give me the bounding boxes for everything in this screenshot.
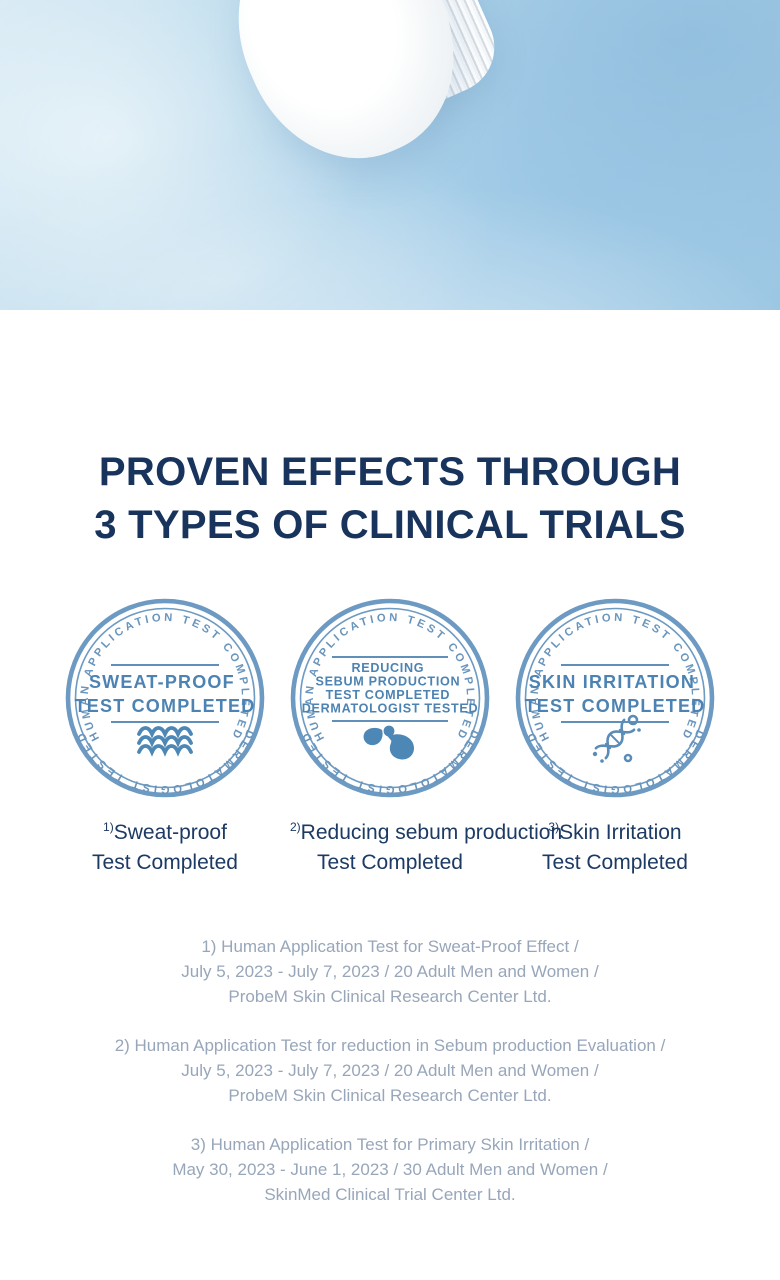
footnote-line: ProbeM Skin Clinical Research Center Ltd…: [228, 987, 552, 1006]
footnote-item-1: 1) Human Application Test for Sweat-Proo…: [0, 934, 780, 1009]
footnote-item-2: 2) Human Application Test for reduction …: [0, 1033, 780, 1108]
footnote-item-3: 3) Human Application Test for Primary Sk…: [0, 1132, 780, 1207]
section-title: PROVEN EFFECTS THROUGH 3 TYPES OF CLINIC…: [0, 446, 780, 552]
footnotes: 1) Human Application Test for Sweat-Proo…: [0, 934, 780, 1207]
badge-title: SWEAT-PROOF TEST COMPLETED: [75, 672, 256, 716]
badge-title: SKIN IRRITATION TEST COMPLETED: [525, 672, 706, 716]
label-line-1: 1)Sweat-proof: [103, 820, 227, 844]
footnote-line: May 30, 2023 - June 1, 2023 / 30 Adult M…: [172, 1160, 608, 1179]
waves-icon: [137, 726, 193, 757]
footnote-line: July 5, 2023 - July 7, 2023 / 20 Adult M…: [181, 962, 599, 981]
dna-icon: [592, 714, 641, 763]
badge-sebum-production: HUMAN APPLICATION TEST COMPLETED DERMATO…: [290, 598, 490, 798]
footnote-line: SkinMed Clinical Trial Center Ltd.: [264, 1185, 516, 1204]
badge-labels-row: 1)Sweat-proof Test Completed 2)Reducing …: [0, 818, 780, 878]
badge-label-sebum-production: 2)Reducing sebum production Test Complet…: [290, 818, 563, 878]
badge-sweat-proof: HUMAN APPLICATION TEST COMPLETED DERMATO…: [65, 598, 265, 798]
label-superscript: 3): [548, 820, 560, 834]
footnote-line: 2) Human Application Test for reduction …: [114, 1036, 666, 1055]
badge-skin-irritation: HUMAN APPLICATION TEST COMPLETED DERMATO…: [515, 598, 715, 798]
badge-label-skin-irritation: 3)Skin Irritation Test Completed: [515, 818, 715, 878]
label-line-1: 2)Reducing sebum production: [290, 820, 563, 844]
footnote-line: July 5, 2023 - July 7, 2023 / 20 Adult M…: [181, 1061, 599, 1080]
section-title-line-2: 3 TYPES OF CLINICAL TRIALS: [94, 503, 686, 547]
label-line-2: Test Completed: [542, 851, 688, 874]
label-line-2: Test Completed: [92, 851, 238, 874]
hero-product-image: [0, 0, 780, 310]
badges-row: HUMAN APPLICATION TEST COMPLETED DERMATO…: [0, 598, 780, 798]
badge-title: REDUCING SEBUM PRODUCTION TEST COMPLETED…: [302, 661, 479, 716]
footnote-line: 1) Human Application Test for Sweat-Proo…: [201, 937, 579, 956]
sebum-molecule-icon: [363, 725, 414, 760]
badge-label-sweat-proof: 1)Sweat-proof Test Completed: [65, 818, 265, 878]
label-superscript: 2): [290, 820, 301, 834]
footnote-line: ProbeM Skin Clinical Research Center Ltd…: [228, 1086, 552, 1105]
hero-light-streak: [0, 94, 521, 310]
label-line-1: 3)Skin Irritation: [548, 820, 682, 844]
footnote-line: 3) Human Application Test for Primary Sk…: [190, 1135, 590, 1154]
label-line-2: Test Completed: [317, 851, 463, 874]
label-superscript: 1): [103, 820, 114, 834]
section-title-line-1: PROVEN EFFECTS THROUGH: [98, 450, 682, 494]
